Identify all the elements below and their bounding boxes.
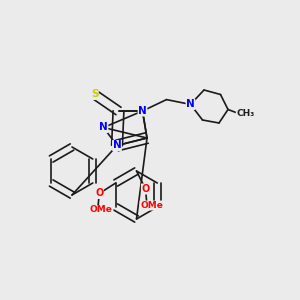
Text: N: N — [99, 122, 108, 133]
Text: N: N — [186, 99, 195, 110]
Text: O: O — [141, 184, 150, 194]
Text: OMe: OMe — [140, 201, 163, 210]
Text: O: O — [95, 188, 103, 199]
Text: CH₃: CH₃ — [236, 110, 254, 118]
Text: N: N — [112, 140, 122, 151]
Text: S: S — [91, 89, 98, 100]
Text: OMe: OMe — [90, 206, 113, 214]
Text: N: N — [138, 106, 147, 116]
